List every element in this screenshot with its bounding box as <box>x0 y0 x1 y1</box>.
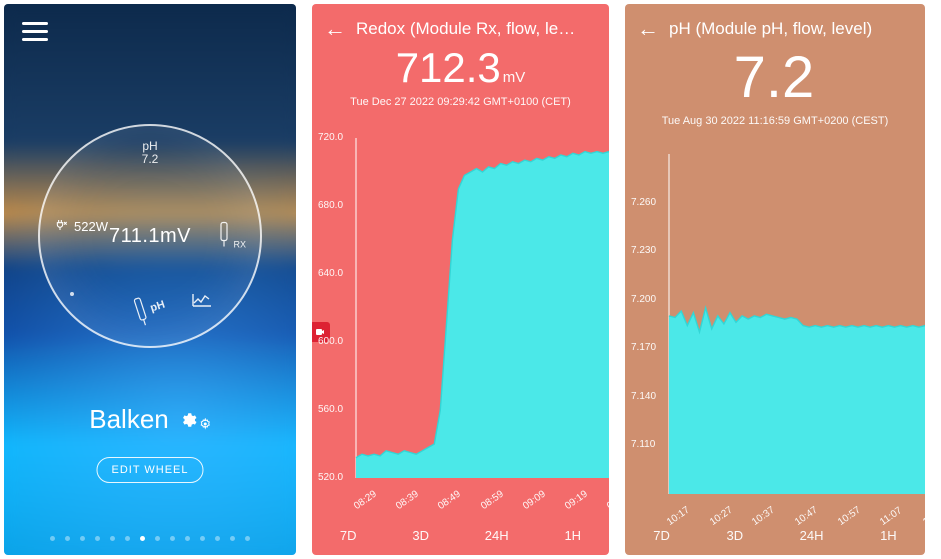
range-tab[interactable]: 3D <box>412 528 429 543</box>
page-dot[interactable] <box>215 536 220 541</box>
page-dot[interactable] <box>185 536 190 541</box>
page-dot[interactable] <box>50 536 55 541</box>
range-tab[interactable]: 7D <box>653 528 670 543</box>
page-indicator[interactable] <box>50 536 250 541</box>
page-dot[interactable] <box>140 536 145 541</box>
range-tabs: 7D 3D 24H 1H <box>312 528 609 543</box>
current-value: 7.2 <box>625 44 925 111</box>
page-dot[interactable] <box>155 536 160 541</box>
x-tick-label: 10:57 <box>836 505 863 528</box>
wheel-dot <box>70 292 74 296</box>
page-dot[interactable] <box>95 536 100 541</box>
wheel-rx-label: RX <box>218 222 246 251</box>
gear-icon <box>199 418 211 430</box>
x-tick-label: 09:19 <box>563 489 590 512</box>
y-tick-label: 560.0 <box>318 404 343 415</box>
y-tick-label: 680.0 <box>318 200 343 211</box>
wheel-center-value: 711.1mV <box>109 225 191 248</box>
x-tick-label: 08:49 <box>436 489 463 512</box>
header: ← Redox (Module Rx, flow, le… <box>312 4 609 44</box>
x-tick-label: 11:07 <box>878 505 904 528</box>
x-tick-label: 09:29 <box>605 489 609 512</box>
y-tick-label: 7.230 <box>631 245 656 256</box>
y-tick-label: 520.0 <box>318 472 343 483</box>
chart-icon <box>192 293 212 312</box>
x-tick-label: 09:09 <box>521 489 548 512</box>
wheel-probe-label: pH <box>149 299 167 315</box>
page-dot[interactable] <box>65 536 70 541</box>
x-tick-label: 11:17 <box>921 505 925 528</box>
value-number: 712.3 <box>396 44 501 91</box>
range-tab[interactable]: 1H <box>880 528 897 543</box>
page-title: Redox (Module Rx, flow, le… <box>356 19 575 39</box>
x-tick-label: 10:37 <box>750 505 777 528</box>
range-tab[interactable]: 1H <box>564 528 581 543</box>
probe-icon <box>131 296 152 328</box>
x-tick-label: 10:17 <box>665 505 692 528</box>
page-title: pH (Module pH, flow, level) <box>669 19 872 39</box>
dashboard-screen: pH 7.2 522W 711.1mV RX pH Balken <box>4 4 296 555</box>
wheel-ph-value: 7.2 <box>142 153 159 166</box>
gear-icon <box>179 411 197 429</box>
wheel-probe: pH <box>131 290 169 328</box>
page-dot[interactable] <box>245 536 250 541</box>
settings-button[interactable] <box>179 411 211 430</box>
x-tick-label: 08:39 <box>394 489 421 512</box>
range-tab[interactable]: 24H <box>485 528 509 543</box>
device-name-row: Balken <box>89 404 211 435</box>
y-tick-label: 7.200 <box>631 294 656 305</box>
timestamp: Tue Dec 27 2022 09:29:42 GMT+0100 (CET) <box>312 96 609 108</box>
header: ← pH (Module pH, flow, level) <box>625 4 925 44</box>
y-tick-label: 600.0 <box>318 336 343 347</box>
y-tick-label: 7.140 <box>631 391 656 402</box>
range-tabs: 7D 3D 24H 1H <box>625 528 925 543</box>
back-button[interactable]: ← <box>637 18 659 40</box>
value-number: 7.2 <box>734 45 815 110</box>
page-dot[interactable] <box>110 536 115 541</box>
timestamp: Tue Aug 30 2022 11:16:59 GMT+0200 (CEST) <box>625 115 925 127</box>
x-tick-label: 08:29 <box>352 489 379 512</box>
x-tick-label: 08:59 <box>479 489 506 512</box>
y-tick-label: 720.0 <box>318 132 343 143</box>
range-tab[interactable]: 24H <box>800 528 824 543</box>
page-dot[interactable] <box>125 536 130 541</box>
y-tick-label: 7.170 <box>631 342 656 353</box>
x-tick-label: 10:27 <box>708 505 735 528</box>
range-tab[interactable]: 3D <box>726 528 743 543</box>
wheel-watt-value: 522W <box>74 219 108 234</box>
redox-chart[interactable]: 720.0680.0640.0600.0560.0520.008:2908:39… <box>312 138 609 500</box>
menu-button[interactable] <box>22 22 48 41</box>
y-tick-label: 7.110 <box>631 439 655 450</box>
page-dot[interactable] <box>170 536 175 541</box>
redox-detail-screen: ← Redox (Module Rx, flow, le… 712.3mV Tu… <box>312 4 609 555</box>
plug-icon <box>54 218 70 234</box>
y-tick-label: 640.0 <box>318 268 343 279</box>
ph-detail-screen: ← pH (Module pH, flow, level) 7.2 Tue Au… <box>625 4 925 555</box>
current-value: 712.3mV <box>312 44 609 92</box>
edit-wheel-button[interactable]: EDIT WHEEL <box>96 457 203 483</box>
x-tick-label: 10:47 <box>793 505 820 528</box>
device-name-text: Balken <box>89 404 169 435</box>
ph-chart[interactable]: 7.2607.2307.2007.1707.1407.11010:1710:27… <box>625 154 925 516</box>
wheel-power-reading: 522W <box>54 218 108 234</box>
wheel-rx-text: RX <box>233 240 246 250</box>
page-dot[interactable] <box>230 536 235 541</box>
page-dot[interactable] <box>200 536 205 541</box>
wheel-ph-reading: pH 7.2 <box>142 140 159 166</box>
range-tab[interactable]: 7D <box>340 528 357 543</box>
y-tick-label: 7.260 <box>631 197 656 208</box>
sensor-wheel[interactable]: pH 7.2 522W 711.1mV RX pH <box>38 124 262 348</box>
value-unit: mV <box>503 69 526 86</box>
page-dot[interactable] <box>80 536 85 541</box>
back-button[interactable]: ← <box>324 18 346 40</box>
probe-icon <box>218 222 230 248</box>
